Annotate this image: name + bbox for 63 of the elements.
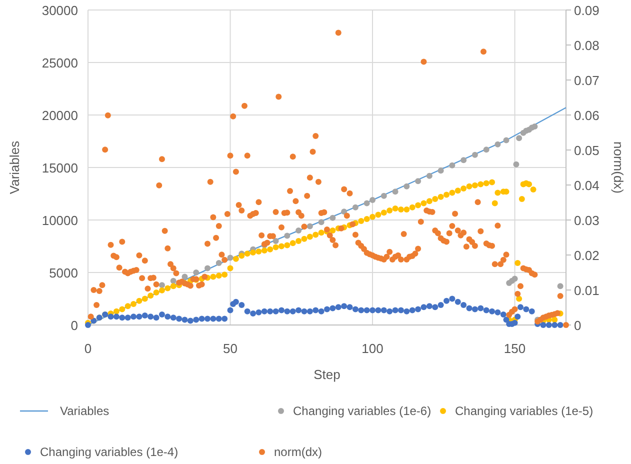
point [296, 228, 302, 234]
y-tick-label: 25000 [42, 56, 78, 70]
point [158, 282, 165, 288]
point [227, 254, 234, 261]
point [426, 172, 432, 179]
legend-label: Changing variables (1e-4) [40, 445, 178, 459]
x-tick-label: 0 [84, 341, 92, 356]
point [204, 265, 210, 272]
point [330, 214, 336, 221]
y-tick-label: 10000 [42, 213, 78, 228]
point [182, 274, 188, 280]
point [370, 197, 376, 204]
point [272, 238, 279, 244]
y-tick-label: 20000 [42, 108, 78, 123]
y2-tick-label: 0.03 [574, 213, 600, 228]
x-tick-label: 100 [362, 341, 384, 356]
y2-axis-title: norm(dx) [611, 141, 626, 194]
point [380, 192, 387, 199]
point [170, 278, 176, 284]
y2-tick-label: 0.05 [574, 143, 600, 158]
legend-label: Variables [60, 404, 110, 418]
point [392, 188, 398, 195]
legend-label: norm(dx) [274, 445, 322, 459]
point [557, 283, 564, 290]
y2-tick-label: 0 [574, 318, 582, 333]
point [494, 141, 501, 148]
point [438, 168, 444, 174]
y-tick-label: 15000 [42, 160, 78, 176]
legend-label: Changing variables (1e-6) [293, 404, 432, 418]
point [318, 219, 324, 226]
point [512, 276, 518, 282]
point [284, 232, 290, 239]
y-tick-label: 30000 [42, 3, 78, 18]
point [216, 260, 222, 266]
point [352, 204, 358, 210]
y2-tick-label: 0.06 [574, 108, 600, 123]
point [449, 162, 456, 168]
y2-tick-label: 0.01 [574, 283, 600, 298]
point [306, 223, 313, 230]
y2-tick-label: 0.07 [574, 73, 600, 88]
point [483, 146, 490, 153]
point [516, 135, 522, 142]
y-tick-label: 0 [70, 318, 78, 333]
point [472, 152, 478, 158]
point [503, 137, 510, 144]
x-axis-title: Step [314, 367, 340, 382]
point [404, 183, 410, 190]
y2-tick-label: 0.08 [574, 38, 600, 53]
y2-tick-label: 0.09 [574, 3, 600, 18]
legend-label: Changing variables (1e-5) [455, 404, 594, 418]
y2-tick-label: 0.02 [574, 248, 600, 263]
point [193, 270, 200, 276]
point [415, 178, 422, 184]
point [364, 200, 370, 206]
x-tick-label: 150 [504, 341, 526, 356]
point [341, 208, 348, 215]
y-tick-label: 5000 [49, 266, 78, 280]
point [532, 124, 538, 130]
point [460, 157, 467, 164]
point [513, 161, 520, 168]
y-axis-title: Variables [7, 140, 22, 194]
y2-tick-label: 0.04 [574, 178, 600, 193]
x-tick-label: 50 [223, 341, 238, 356]
